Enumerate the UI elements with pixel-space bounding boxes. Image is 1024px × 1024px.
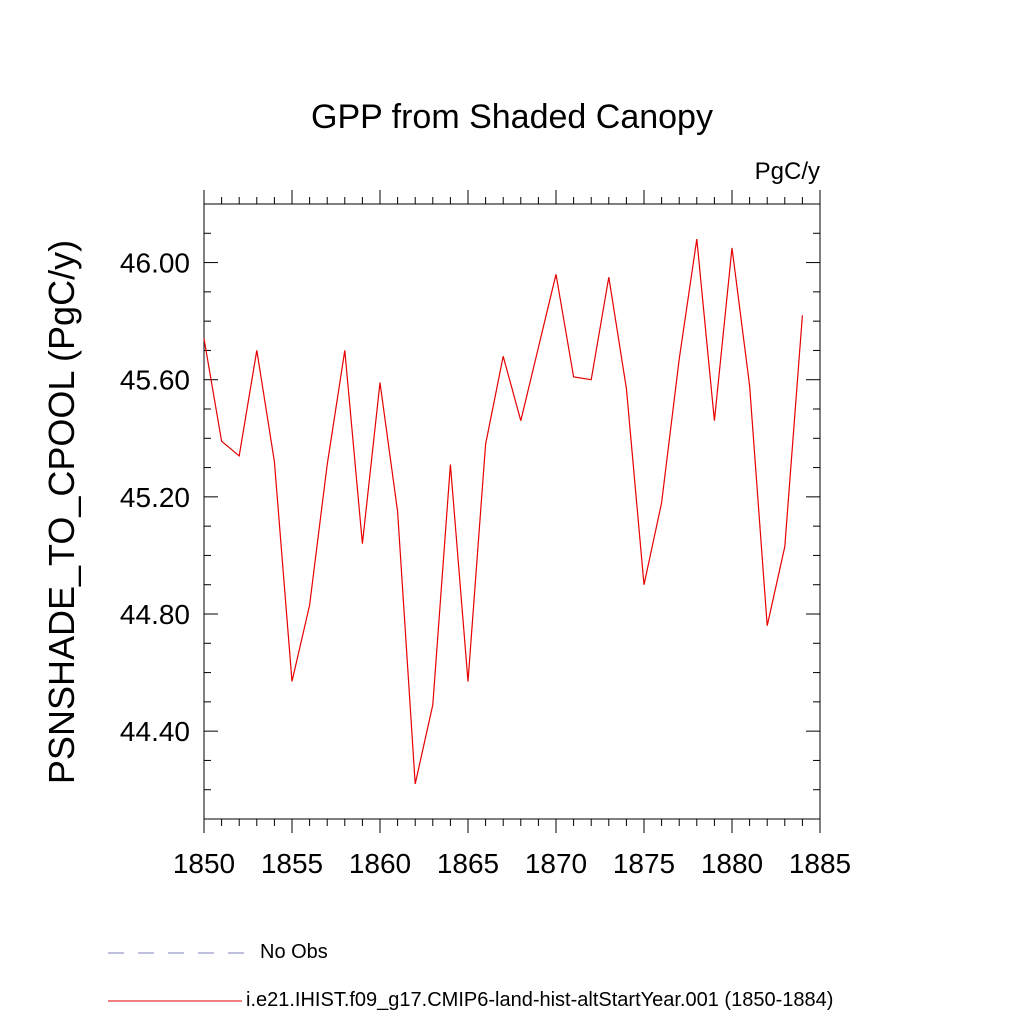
x-tick-label: 1880 bbox=[701, 848, 763, 879]
x-tick-label: 1870 bbox=[525, 848, 587, 879]
units-label: PgC/y bbox=[754, 158, 820, 185]
chart-title: GPP from Shaded Canopy bbox=[311, 98, 713, 136]
x-tick-label: 1865 bbox=[437, 848, 499, 879]
y-tick-label: 44.80 bbox=[120, 599, 190, 630]
x-tick-label: 1875 bbox=[613, 848, 675, 879]
y-tick-label: 46.00 bbox=[120, 248, 190, 279]
x-tick-label: 1885 bbox=[789, 848, 851, 879]
legend-label-no-obs: No Obs bbox=[260, 941, 328, 963]
x-tick-label: 1850 bbox=[173, 848, 235, 879]
y-tick-label: 45.20 bbox=[120, 482, 190, 513]
plot-frame bbox=[203, 203, 821, 820]
legend-label-series: i.e21.IHIST.f09_g17.CMIP6-land-hist-altS… bbox=[246, 989, 834, 1011]
x-tick-label: 1855 bbox=[261, 848, 323, 879]
y-tick-label: 44.40 bbox=[120, 716, 190, 747]
y-tick-label: 45.60 bbox=[120, 365, 190, 396]
series-line bbox=[203, 239, 803, 785]
x-tick-label: 1860 bbox=[349, 848, 411, 879]
